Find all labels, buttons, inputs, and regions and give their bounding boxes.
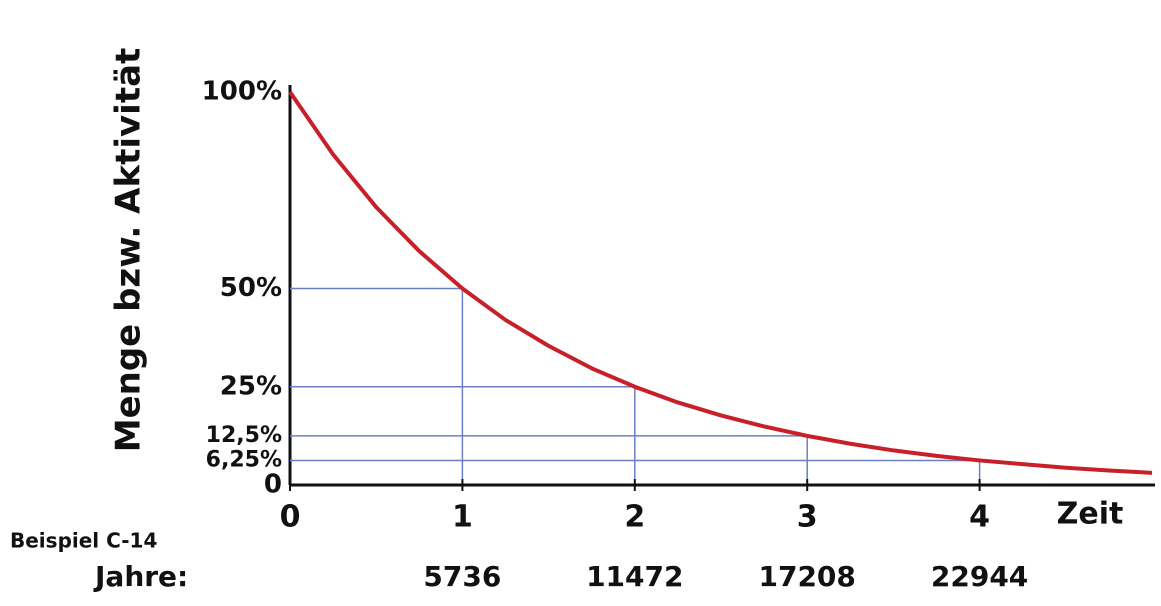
y-tick-label: 6,25% xyxy=(206,447,282,472)
x-tick-label: 0 xyxy=(280,500,301,535)
annotation: Beispiel C-14 xyxy=(10,529,157,553)
year-row-label: Jahre: xyxy=(93,560,188,593)
year-label: 17208 xyxy=(758,560,855,593)
decay-curve xyxy=(288,90,1153,475)
x-tick-label: 2 xyxy=(624,500,645,535)
y-tick-label: 0 xyxy=(264,470,282,500)
y-tick-label: 12,5% xyxy=(206,423,282,448)
x-axis-label: Zeit xyxy=(1057,497,1124,532)
x-tick-label: 1 xyxy=(452,500,473,535)
y-tick-label: 25% xyxy=(220,371,282,401)
year-label: 11472 xyxy=(586,560,683,593)
y-axis-label: Menge bzw. Aktivität xyxy=(109,48,149,453)
y-tick-label: 50% xyxy=(220,273,282,303)
x-tick-label: 3 xyxy=(797,500,818,535)
y-tick-label: 100% xyxy=(202,77,282,107)
year-label: 5736 xyxy=(423,560,501,593)
year-label: 22944 xyxy=(931,560,1028,593)
x-tick-label: 4 xyxy=(969,500,990,535)
